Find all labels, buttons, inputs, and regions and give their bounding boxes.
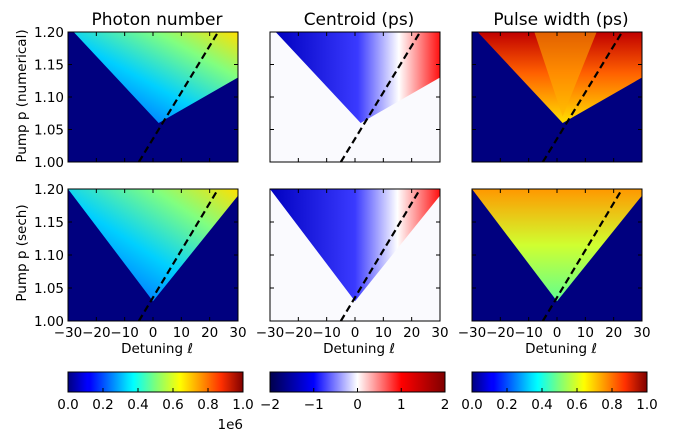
- x-tick-label: 20: [201, 325, 218, 341]
- region-core: [534, 32, 597, 117]
- colorbar-tick-label: 0.0: [461, 397, 482, 413]
- region-2: [270, 189, 440, 302]
- colorbar-tick-label: 0.4: [531, 397, 552, 413]
- colorbar-tick-label: −2: [260, 397, 280, 413]
- dashed-line: [339, 189, 422, 321]
- colorbar-tick-label: 1.0: [232, 397, 253, 413]
- y-tick-label: 1.15: [34, 58, 64, 74]
- colorbar-tick-label: −1: [304, 397, 324, 413]
- colorbars: 0.0 0.2 0.4 0.6 0.8 1.0 1e6 −2 −1 0 1 2 0.0 0.2 0.4 0.6…: [57, 371, 658, 432]
- x-tick-label: 30: [633, 325, 650, 341]
- colorbar-tick-label: 0.8: [197, 397, 218, 413]
- x-tick-label: −10: [312, 325, 341, 341]
- colorbar-tick-label: 1: [397, 397, 406, 413]
- colorbar-offset-label: 1e6: [218, 417, 243, 432]
- x-tick-label: 10: [577, 325, 594, 341]
- x-tick-label: −30: [54, 325, 83, 341]
- panel-r2-c1: −30 −20 −10 0 10 20 30 1.00 1.05 1.10 1.15 1.20: [34, 182, 247, 341]
- panels: 1.001.051.101.151.20−30 −20 −10 0 10 20 301.00…: [34, 25, 651, 341]
- colorbar-tick-label: 0.4: [127, 397, 148, 413]
- panel-r2-c2: −30 −20 −10 0 10 20 30: [256, 188, 449, 341]
- colorbar-tick-label: 0.0: [57, 397, 78, 413]
- xlabel-col1: Detuning ℓ: [121, 341, 193, 357]
- title-centroid: Centroid (ps): [304, 10, 415, 30]
- x-tick-label: −30: [458, 325, 487, 341]
- x-tick-label: 20: [605, 325, 622, 341]
- x-tick-label: 0: [351, 325, 360, 341]
- y-tick-label: 1.05: [34, 123, 64, 139]
- dashed-line: [339, 32, 422, 162]
- x-tick-label: −30: [256, 325, 285, 341]
- title-photon-number: Photon number: [91, 10, 222, 30]
- x-tick-label: 0: [553, 325, 562, 341]
- x-tick-label: 30: [229, 325, 246, 341]
- region-3: [472, 189, 642, 302]
- y-tick-label: 1.05: [34, 281, 64, 297]
- dashed-line: [137, 189, 220, 321]
- colorbar-3: 0.0 0.2 0.4 0.6 0.8 1.0: [461, 371, 658, 413]
- colorbar-tick-label: 0.2: [496, 397, 517, 413]
- colorbar-2: −2 −1 0 1 2: [260, 371, 450, 413]
- y-tick-label: 1.20: [34, 25, 64, 41]
- x-tick-label: 20: [403, 325, 420, 341]
- y-tick-label: 1.10: [34, 90, 64, 106]
- y-tick-label: 1.20: [34, 182, 64, 198]
- y-tick-label: 1.00: [34, 155, 64, 171]
- colorbar-tick-label: 0: [353, 397, 362, 413]
- x-tick-label: −20: [486, 325, 515, 341]
- colorbar-tick-label: 0.6: [162, 397, 183, 413]
- colorbar-tick-label: 0.6: [566, 397, 587, 413]
- y-tick-label: 1.15: [34, 215, 64, 231]
- y-tick-label: 1.10: [34, 248, 64, 264]
- colorbar-gradient: [471, 371, 648, 393]
- y-tick-label: 1.00: [34, 314, 64, 330]
- panel-r1-c2: [269, 31, 441, 163]
- dashed-line: [541, 189, 624, 321]
- colorbar-tick-label: 2: [441, 397, 450, 413]
- x-tick-label: −10: [110, 325, 139, 341]
- region-1: [68, 189, 238, 302]
- x-tick-label: 0: [149, 325, 158, 341]
- x-tick-label: −20: [284, 325, 313, 341]
- x-tick-label: −20: [82, 325, 111, 341]
- colorbar-tick-label: 0.2: [92, 397, 113, 413]
- x-tick-label: 10: [375, 325, 392, 341]
- xlabel-col2: Detuning ℓ: [323, 341, 395, 357]
- title-pulse-width: Pulse width (ps): [493, 10, 628, 30]
- x-tick-label: −10: [514, 325, 543, 341]
- panel-r1-c3: [471, 31, 643, 163]
- colorbar-tick-label: 0.8: [601, 397, 622, 413]
- region-2: [275, 32, 440, 123]
- xlabel-col3: Detuning ℓ: [525, 341, 597, 357]
- ylabel-sech: Pump p (sech): [14, 204, 30, 301]
- panel-r1-c1: 1.00 1.05 1.10 1.15 1.20: [34, 25, 239, 171]
- colorbar-tick-label: 1.0: [636, 397, 657, 413]
- dashed-line: [137, 32, 220, 162]
- region-1: [73, 32, 239, 123]
- colorbar-gradient: [67, 371, 244, 393]
- colorbar-1: 0.0 0.2 0.4 0.6 0.8 1.0 1e6: [57, 371, 254, 432]
- dashed-line: [541, 32, 624, 162]
- panel-r2-c3: −30 −20 −10 0 10 20 30: [458, 188, 651, 341]
- x-tick-label: 10: [173, 325, 190, 341]
- ylabel-numerical: Pump p (numerical): [14, 29, 30, 162]
- x-tick-label: 30: [431, 325, 448, 341]
